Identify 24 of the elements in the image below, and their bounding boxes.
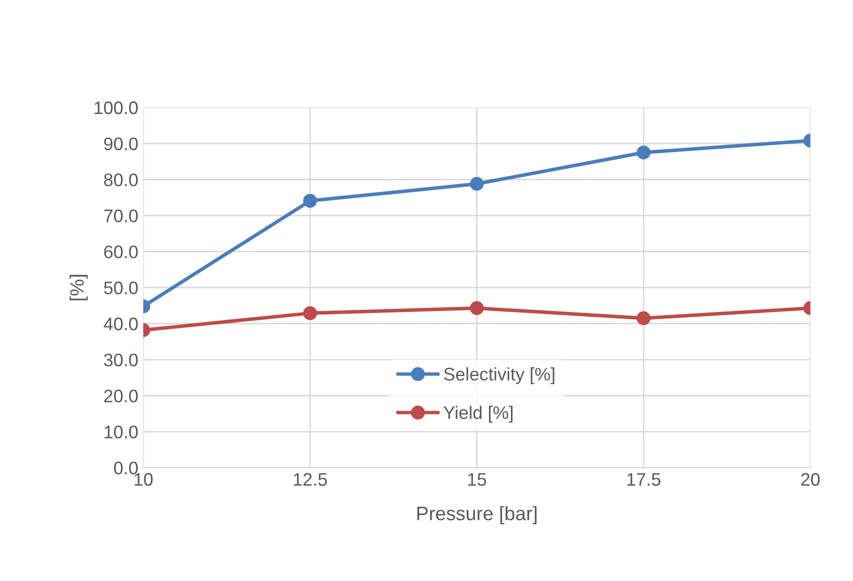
x-tick-label: 10: [134, 473, 153, 486]
legend-label: Yield [%]: [444, 406, 512, 423]
x-axis-title: Pressure [bar]: [417, 506, 537, 524]
y-tick-label: 60.0: [104, 246, 138, 258]
y-tick-label: 20.0: [104, 390, 138, 402]
y-tick-label: 80.0: [104, 173, 138, 186]
y-tick-label: 70.0: [104, 209, 138, 222]
y-axis-title: [%]: [70, 274, 88, 300]
point: [470, 301, 484, 316]
legend-label: Selectivity [%]: [444, 367, 554, 384]
x-tick-label: 15: [468, 473, 486, 486]
point: [303, 306, 318, 320]
point: [470, 176, 484, 191]
y-tick-label: 50.0: [104, 282, 138, 294]
y-tick-label: 10.0: [104, 426, 138, 438]
x-tick-label: 17.5: [627, 473, 660, 486]
y-tick-label: 90.0: [104, 137, 138, 150]
y-tick-label: 30.0: [104, 354, 138, 366]
point: [303, 194, 318, 208]
x-tick-label: 12.5: [294, 473, 327, 486]
y-tick-label: 40.0: [104, 318, 138, 330]
y-tick-label: 100.0: [94, 101, 138, 114]
y-tick-label: 0.0: [114, 462, 138, 474]
x-tick-label: 20: [801, 473, 820, 486]
